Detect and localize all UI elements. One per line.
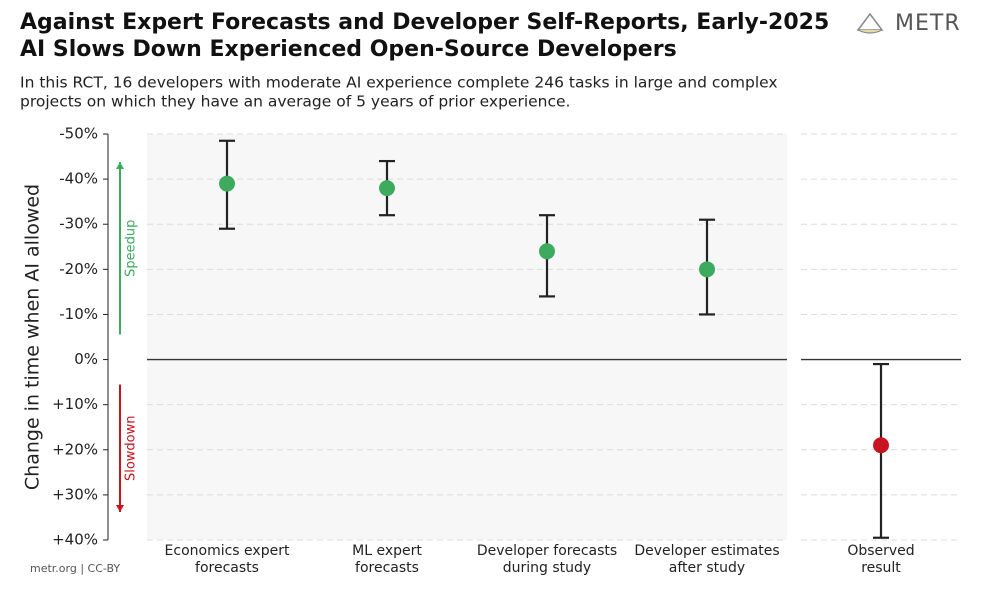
chart-subtitle: In this RCT, 16 developers with moderate… (20, 74, 778, 92)
point (219, 175, 235, 192)
y-tick-label: -10% (59, 305, 98, 323)
y-tick-label: +20% (52, 440, 98, 458)
point (873, 437, 889, 454)
x-tick-label: result (861, 560, 901, 576)
logo: METR (895, 11, 961, 36)
x-tick-label: forecasts (355, 560, 419, 576)
chart-title: AI Slows Down Experienced Open-Source De… (20, 37, 677, 62)
y-tick-label: -40% (59, 170, 98, 188)
point (379, 180, 395, 197)
footer: metr.org | CC-BY (30, 562, 120, 575)
annotation: Speedup (124, 220, 139, 277)
plot-background (147, 134, 787, 540)
annotation: Slowdown (124, 416, 139, 482)
y-tick-label: -20% (59, 260, 98, 278)
x-tick-label: Developer estimates (634, 543, 779, 559)
y-tick-label: -30% (59, 215, 98, 233)
annotation-arrowhead (116, 162, 124, 169)
x-tick-label: forecasts (195, 560, 259, 576)
chart-title: Against Expert Forecasts and Developer S… (20, 10, 829, 35)
annotation-arrowhead (116, 505, 124, 512)
metr-logo-icon (856, 12, 884, 34)
x-tick-label: after study (669, 560, 745, 576)
x-tick-label: Developer forecasts (477, 543, 617, 559)
y-tick-label: +40% (52, 531, 98, 549)
x-tick-label: Observed (847, 543, 914, 559)
point (699, 261, 715, 278)
y-tick-label: +30% (52, 485, 98, 503)
y-tick-label: 0% (74, 350, 98, 368)
y-tick-label: +10% (52, 395, 98, 413)
y-axis-label: Change in time when AI allowed (22, 184, 44, 490)
y-tick-label: -50% (59, 125, 98, 143)
x-tick-label: ML expert (352, 543, 422, 559)
chart-subtitle: projects on which they have an average o… (20, 93, 570, 111)
x-tick-label: Economics expert (165, 543, 290, 559)
x-tick-label: during study (503, 560, 591, 576)
point (539, 243, 555, 260)
